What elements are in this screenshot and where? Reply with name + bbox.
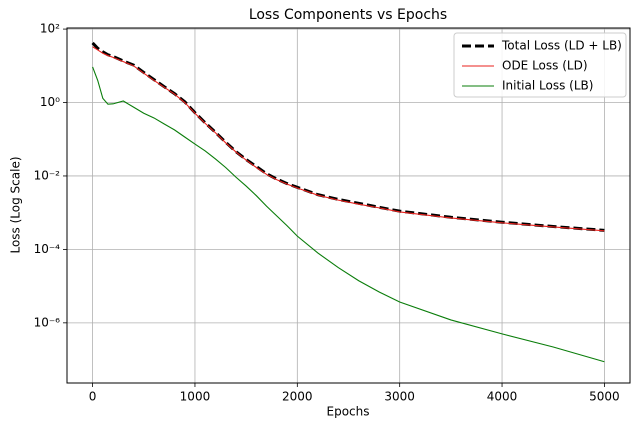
x-tick-label: 0 xyxy=(89,390,97,404)
x-tick-label: 4000 xyxy=(487,390,518,404)
series-line xyxy=(92,66,605,363)
x-tick-label: 1000 xyxy=(180,390,211,404)
x-axis-label: Epochs xyxy=(327,405,370,419)
y-tick-label: 10⁻⁴ xyxy=(34,242,61,256)
plot-frame xyxy=(66,27,631,384)
x-tick-label: 3000 xyxy=(384,390,415,404)
y-tick-label: 10² xyxy=(40,22,60,36)
y-tick-label: 10⁰ xyxy=(40,95,60,109)
x-tick-label: 5000 xyxy=(589,390,620,404)
y-axis-label: Loss (Log Scale) xyxy=(9,156,23,253)
legend-label: Total Loss (LD + LB) xyxy=(501,39,622,53)
series-line xyxy=(92,46,605,232)
y-tick-label: 10⁻⁶ xyxy=(34,315,61,329)
legend-box xyxy=(453,32,627,98)
legend-label: ODE Loss (LD) xyxy=(502,59,588,73)
chart-title: Loss Components vs Epochs xyxy=(249,7,447,23)
y-tick-label: 10⁻² xyxy=(34,168,61,182)
x-tick-label: 2000 xyxy=(282,390,313,404)
legend-label: Initial Loss (LB) xyxy=(502,79,593,93)
